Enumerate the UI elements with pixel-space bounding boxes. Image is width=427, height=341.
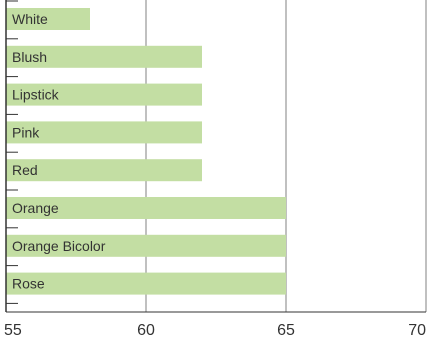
- bar-lipstick: [6, 83, 202, 106]
- bar-label-lipstick: Lipstick: [12, 87, 60, 103]
- bar-red: [6, 159, 202, 182]
- bar-orange-bicolor: [6, 234, 286, 257]
- bar-rose: [6, 272, 286, 295]
- bar-label-pink: Pink: [12, 124, 40, 140]
- bar-label-white: White: [12, 11, 48, 27]
- bar-label-blush: Blush: [12, 49, 47, 65]
- axes: [5, 0, 426, 313]
- x-tick-label-55: 55: [4, 322, 22, 339]
- bar-pink: [6, 121, 202, 144]
- bars: [6, 8, 286, 295]
- x-tick-label-65: 65: [277, 322, 295, 339]
- bar-blush: [6, 45, 202, 68]
- labels: White Blush Lipstick Pink Red Orange Orange Bi…: [4, 11, 426, 339]
- bar-label-rose: Rose: [12, 276, 45, 292]
- bar-orange: [6, 197, 286, 219]
- bar-label-red: Red: [12, 162, 38, 178]
- x-tick-label-60: 60: [137, 322, 155, 339]
- x-tick-label-70: 70: [408, 322, 426, 339]
- bar-label-orange: Orange: [12, 200, 59, 216]
- bar-white: [6, 8, 90, 30]
- bar-label-orange-bicolor: Orange Bicolor: [12, 238, 106, 254]
